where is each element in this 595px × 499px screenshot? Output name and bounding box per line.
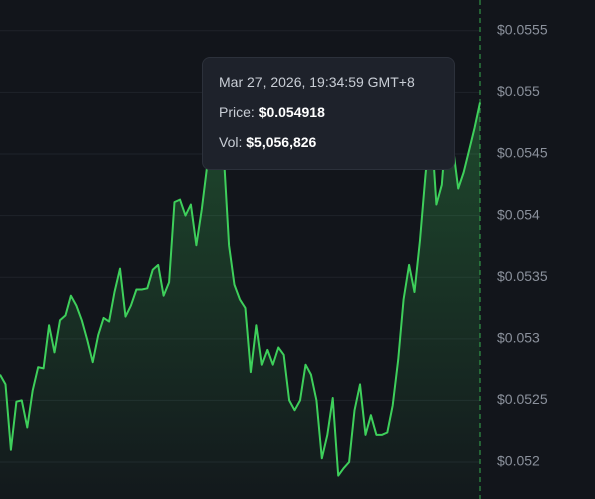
y-tick-label: $0.0545 (497, 145, 548, 161)
vol-label: Vol: (219, 134, 243, 150)
y-tick-label: $0.0555 (497, 22, 548, 38)
y-tick-label: $0.0535 (497, 268, 548, 284)
tooltip-time: Mar 27, 2026, 19:34:59 GMT+8 (219, 74, 415, 90)
y-tick-label: $0.052 (497, 453, 540, 469)
price-value: $0.054918 (258, 104, 325, 120)
y-tick-label: $0.054 (497, 206, 540, 222)
vol-value: $5,056,826 (246, 134, 317, 150)
y-tick-label: $0.055 (497, 83, 540, 99)
price-label: Price: (219, 104, 255, 120)
price-line (0, 102, 481, 477)
y-tick-label: $0.0525 (497, 391, 548, 407)
y-tick-label: $0.053 (497, 330, 540, 346)
tooltip: Mar 27, 2026, 19:34:59 GMT+8 Price: $0.0… (202, 57, 455, 170)
